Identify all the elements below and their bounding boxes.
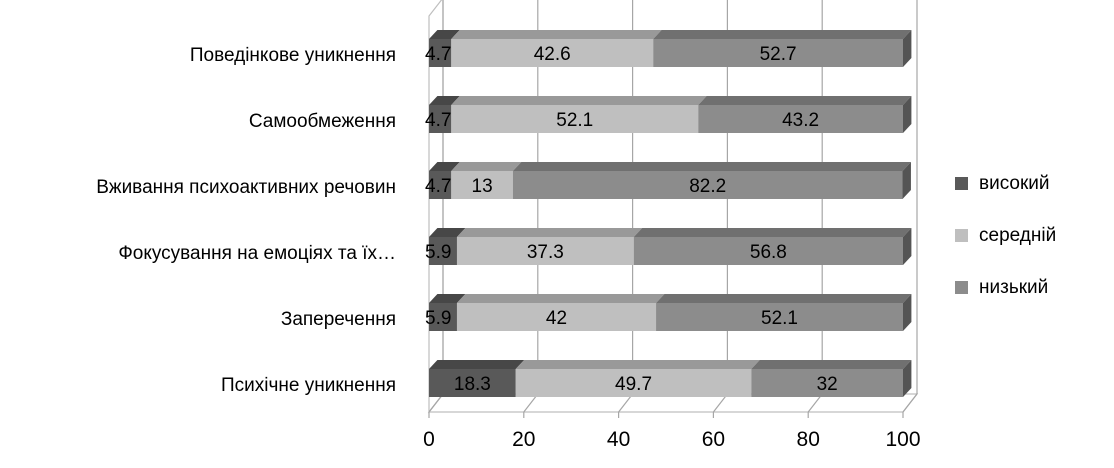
- bar-segment-високий: [429, 303, 457, 331]
- bar-top-face: [429, 162, 460, 171]
- data-label: 5.9: [425, 308, 451, 329]
- data-label: 4.7: [425, 110, 451, 131]
- bar-top-face: [515, 360, 760, 369]
- bar-top-face: [456, 294, 665, 303]
- bar-top-face: [512, 162, 911, 171]
- bar-top-face: [429, 360, 525, 369]
- bar-segment-середній: [451, 39, 654, 67]
- legend-swatch: [955, 177, 968, 190]
- data-label: 56.8: [750, 242, 787, 263]
- bar-top-face: [451, 96, 707, 105]
- x-tick-label: 0: [423, 428, 435, 451]
- bar-end-face: [903, 360, 912, 397]
- bar-top-face: [633, 228, 912, 237]
- bar-segment-середній: [456, 303, 657, 331]
- bar-segment-середній: [515, 369, 752, 397]
- data-label: 49.7: [615, 374, 652, 395]
- bar-end-face: [903, 30, 912, 67]
- data-label: 5.9: [425, 242, 451, 263]
- category-label: Фокусування на емоціях та їх…: [118, 243, 396, 264]
- data-label: 42: [546, 308, 567, 329]
- bar-segment-середній: [456, 237, 634, 265]
- x-tick-label: 20: [512, 428, 535, 451]
- bar-segment-низький: [653, 39, 903, 67]
- bar-top-face: [656, 294, 912, 303]
- legend: високий середній низький: [955, 173, 1056, 298]
- x-tick-label: 60: [702, 428, 725, 451]
- bar-segment-високий: [429, 39, 452, 67]
- bar-top-face: [451, 162, 522, 171]
- legend-label: середній: [979, 225, 1056, 246]
- bar-top-face: [456, 228, 643, 237]
- category-label: Самообмеження: [249, 111, 396, 132]
- bar-end-face: [903, 96, 912, 133]
- bar-segment-високий: [429, 237, 457, 265]
- x-tick-label: 40: [607, 428, 630, 451]
- bar-top-face: [429, 294, 466, 303]
- data-label: 52.1: [556, 110, 593, 131]
- bar-top-face: [653, 30, 912, 39]
- data-label: 42.6: [534, 44, 571, 65]
- bar-end-face: [903, 294, 912, 331]
- bar-segment-середній: [451, 171, 513, 199]
- data-label: 52.7: [760, 44, 797, 65]
- category-labels: Поведінкове уникнення Самообмеження Вживан…: [96, 45, 396, 396]
- bar-segment-низький: [751, 369, 903, 397]
- bar-top-face: [698, 96, 912, 105]
- legend-label: низький: [979, 277, 1048, 298]
- bar-end-face: [903, 228, 912, 265]
- data-label: 4.7: [425, 176, 451, 197]
- bar-top-face: [751, 360, 912, 369]
- data-label: 18.3: [454, 374, 491, 395]
- bar-segment-низький: [698, 105, 903, 133]
- data-labels: 4.7 42.6 52.7 4.7 52.1 43.2 4.7 13 82.2 5.9 37.3 56…: [425, 44, 838, 395]
- bars: [429, 30, 912, 397]
- bar-top-face: [451, 30, 662, 39]
- bar-segment-середній: [451, 105, 699, 133]
- category-label: Поведінкове уникнення: [190, 45, 396, 66]
- bar-top-face: [429, 30, 460, 39]
- category-label: Психічне уникнення: [221, 375, 396, 396]
- bar-segment-високий: [429, 105, 452, 133]
- legend-swatch: [955, 229, 968, 242]
- data-label: 13: [472, 176, 493, 197]
- bar-top-face: [429, 96, 460, 105]
- legend-swatch: [955, 281, 968, 294]
- category-label: Вживання психоактивних речовин: [96, 177, 396, 198]
- bar-end-face: [902, 162, 911, 199]
- data-label: 52.1: [761, 308, 798, 329]
- data-label: 82.2: [689, 176, 726, 197]
- data-label: 43.2: [782, 110, 819, 131]
- bar-segment-низький: [633, 237, 903, 265]
- bar-top-face: [429, 228, 466, 237]
- x-tick-label: 100: [885, 428, 920, 451]
- legend-label: високий: [979, 173, 1050, 194]
- data-label: 4.7: [425, 44, 451, 65]
- bar-segment-високий: [429, 171, 452, 199]
- bar-segment-низький: [512, 171, 903, 199]
- data-label: 32: [817, 374, 838, 395]
- data-label: 37.3: [527, 242, 564, 263]
- bar-segment-низький: [656, 303, 903, 331]
- gridline-floor: [902, 393, 918, 413]
- category-label: Заперечення: [281, 309, 396, 330]
- x-tick-labels: 0 20 40 60 80 100: [423, 428, 920, 451]
- bar-segment-високий: [429, 369, 516, 397]
- x-tick-label: 80: [797, 428, 820, 451]
